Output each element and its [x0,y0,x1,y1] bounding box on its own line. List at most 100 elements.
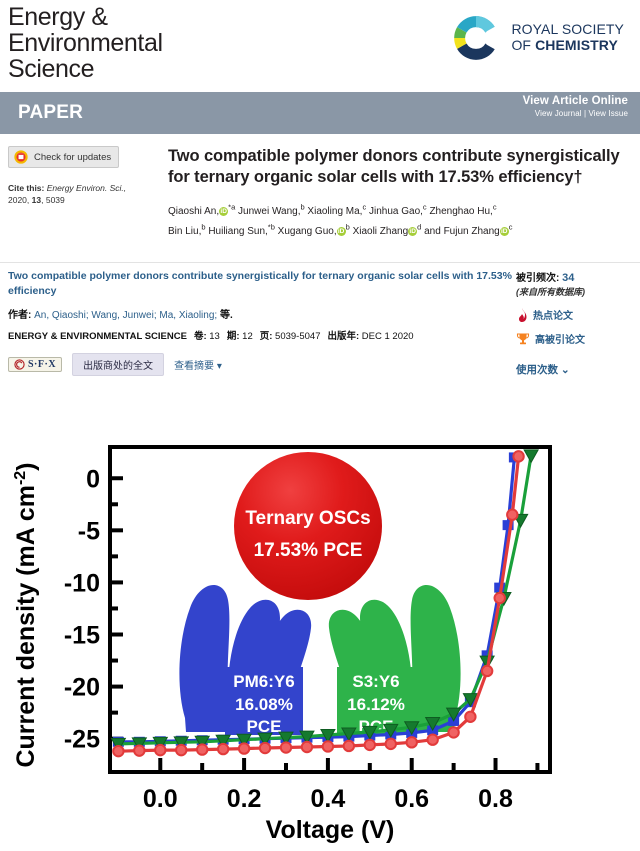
journal-title-line-2: Environmental [8,29,163,57]
journal-title: Energy & Environmental Science [8,4,338,82]
svg-text:0.8: 0.8 [478,785,513,813]
cite-this-prefix: Cite this: [8,183,45,193]
left-hand-graphic [179,585,312,735]
wos-pubdate-value: DEC 1 2020 [361,331,414,342]
wos-source-row: ENERGY & ENVIRONMENTAL SCIENCE 卷: 13 期: 12… [8,328,520,342]
wos-issue-label: 期: [226,331,240,342]
x-axis-label: Voltage (V) [266,816,395,844]
wos-volume-value: 13 [209,331,220,342]
svg-text:-5: -5 [78,517,100,545]
highly-cited-label: 高被引论文 [535,335,585,346]
check-for-updates-button[interactable]: Check for updates [8,146,120,168]
author-item[interactable]: Bin Liu,b [168,222,206,237]
cite-this-text: Cite this: Energy Environ. Sci., 2020, 1… [8,182,148,206]
wos-source-name: ENERGY & ENVIRONMENTAL SCIENCE [8,331,187,342]
svg-text:-15: -15 [64,622,100,650]
rsc-logo-line-2: OF CHEMISTRY [511,37,624,54]
rsc-logo-chemistry: CHEMISTRY [535,37,618,53]
author-name: Zhenghao Hu, [429,206,493,218]
view-abstract-toggle[interactable]: 查看摘要 ▾ [174,357,222,372]
wos-pages-label: 页: [259,331,273,342]
rsc-logo-of: OF [511,37,536,53]
wos-pubdate-label: 出版年: [327,331,360,342]
publisher-fulltext-button[interactable]: 出版商处的全文 [72,353,165,376]
svg-text:0: 0 [86,465,100,493]
svg-text:0.6: 0.6 [394,785,429,813]
svg-text:0.2: 0.2 [227,785,262,813]
author-item[interactable]: Jinhua Gao,c [369,203,427,217]
hot-paper-badge[interactable]: 热点论文 [516,307,634,322]
wos-issue-value: 12 [242,331,253,342]
cite-this-journal: Energy Environ. Sci., [46,183,127,193]
graphical-abstract-figure: Current density (mA cm-2) 0 -5 -10 -15 -20 -2… [0,400,640,851]
highly-cited-badge[interactable]: 高被引论文 [516,331,634,346]
cite-this-volume: 13 [31,195,42,205]
sfx-label: S·F·X [28,359,57,370]
svg-text:PM6:Y6: PM6:Y6 [233,672,294,691]
wos-pages-value: 5039-5047 [275,331,321,342]
svg-text:0.4: 0.4 [311,785,346,813]
series-ternary-oscs [112,450,525,758]
view-article-online-block[interactable]: View Article Online View Journal | View … [523,95,628,118]
cite-this-year: 2020, [8,195,30,205]
author-item[interactable]: Qiaoshi An,iD*a [168,203,236,217]
svg-text:Ternary OSCs: Ternary OSCs [245,508,370,529]
author-affiliation-marks: c [362,203,367,212]
svg-text:S3:Y6: S3:Y6 [352,672,399,691]
royal-society-of-chemistry-logo: ROYAL SOCIETY OF CHEMISTRY [450,12,624,64]
author-item[interactable]: Xiaoling Ma,c [307,203,367,218]
author-name: Xiaoli Zhang [352,225,409,237]
author-item[interactable]: Zhenghao Hu,c [429,203,496,218]
wos-volume-label: 卷: [193,331,207,342]
orcid-icon[interactable]: iD [499,226,509,236]
paper-type-bar: PAPER View Article Online View Journal |… [0,92,640,134]
data-series-layer [110,449,539,758]
author-item[interactable]: Xiaoli ZhangiDd [352,222,422,237]
cited-count-label: 被引频次: [516,273,560,284]
author-name: Bin Liu, [168,225,202,237]
page-title: Two compatible polymer donors contribute… [168,147,620,186]
journal-header: Energy & Environmental Science ROYAL SOC… [0,0,640,92]
author-name: and Fujun Zhang [424,225,500,237]
author-item[interactable]: Huiliang Sun,*b [208,222,275,237]
journal-title-line-1: Energy & [8,3,108,31]
author-affiliation-marks: *a [228,203,236,212]
cited-count-sublabel: (来自所有数据库) [516,287,585,297]
ternary-osc-circle: Ternary OSCs 17.53% PCE [234,452,382,600]
author-item[interactable]: Xugang Guo,iDb [277,222,350,237]
author-line-1: Qiaoshi An,iD*a Junwei Wang,b Xiaoling M… [168,200,630,219]
author-affiliation-marks: d [417,222,422,232]
author-name: Xugang Guo, [277,225,337,237]
wos-issue: 期: 12 [227,331,253,342]
cite-column: Check for updates Cite this: Energy Envi… [8,146,148,206]
author-item[interactable]: Junwei Wang,b [238,203,305,218]
journal-title-line-3: Science [8,55,95,83]
orcid-icon[interactable]: iD [336,226,346,236]
wos-authors-label: 作者: [8,310,32,321]
view-journal-issue-links[interactable]: View Journal | View Issue [534,109,628,118]
wos-record-title-link[interactable]: Two compatible polymer donors contribute… [8,270,512,297]
plot-frame [108,445,552,774]
left-hand-labels: PM6:Y6 16.08% PCE [233,672,294,736]
svg-text:16.12%: 16.12% [347,695,405,714]
author-name: Huiliang Sun, [208,225,268,237]
usage-count-toggle[interactable]: 使用次数 ⌄ [516,362,634,377]
svg-text:PCE: PCE [247,717,282,736]
title-column: Two compatible polymer donors contribute… [168,146,630,239]
svg-text:-20: -20 [64,674,100,702]
svg-text:Current density (mA cm-2): Current density (mA cm-2) [12,462,40,767]
sfx-link-button[interactable]: S·F·X [8,357,63,372]
view-article-online-link[interactable]: View Article Online [522,95,628,107]
author-name: Junwei Wang, [238,206,301,218]
hot-paper-label: 热点论文 [533,311,573,322]
orcid-icon[interactable]: iD [219,207,229,217]
wos-authors-value[interactable]: An, Qiaoshi; Wang, Junwei; Ma, Xiaoling; [34,310,218,321]
orcid-icon[interactable]: iD [408,226,418,236]
article-title-block: Check for updates Cite this: Energy Envi… [0,134,640,262]
wos-authors-etal: 等. [219,310,233,321]
wos-pubdate: 出版年: DEC 1 2020 [327,331,413,342]
author-name: Xiaoling Ma, [307,206,363,218]
cited-count-value[interactable]: 34 [562,272,575,284]
jv-curve-chart: Current density (mA cm-2) 0 -5 -10 -15 -20 -2… [12,445,552,844]
author-item[interactable]: and Fujun ZhangiDc [424,222,512,237]
